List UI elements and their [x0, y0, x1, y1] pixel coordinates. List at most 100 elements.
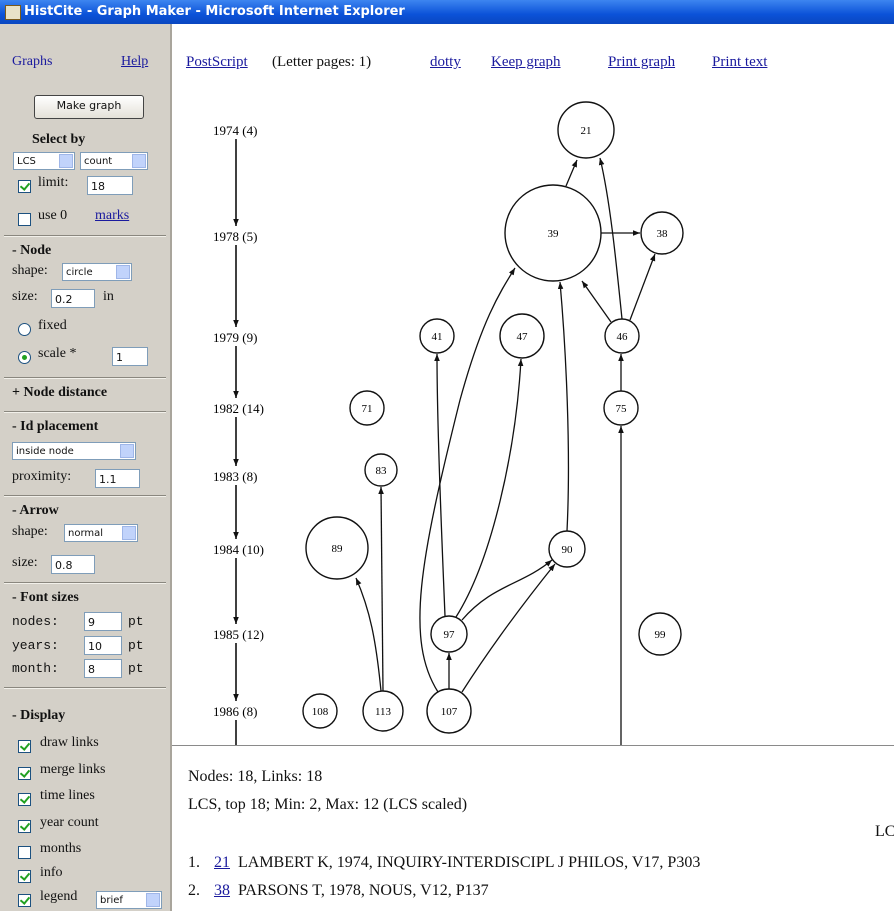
font-sizes-title[interactable]: - Font sizes: [12, 590, 79, 605]
display-checkbox[interactable]: [18, 740, 31, 753]
link: [355, 577, 382, 692]
graph-node: [426, 688, 472, 734]
toolbar-text: (Letter pages: 1): [272, 54, 372, 70]
sidebar: Graphs Help Make graph Select by LCS cou…: [0, 24, 172, 911]
link: [598, 157, 623, 320]
arrow-size-label: size:: [12, 555, 38, 570]
graph-node: [604, 318, 640, 354]
font-size-label: years:: [12, 638, 59, 653]
link: [461, 559, 553, 621]
year-label-bg: [210, 467, 280, 485]
marks-link[interactable]: marks: [95, 208, 130, 223]
arrow-title[interactable]: - Arrow: [12, 503, 59, 518]
display-label: months: [40, 841, 82, 856]
info-panel: Nodes: 18, Links: 18 LCS, top 18; Min: 2…: [172, 745, 894, 911]
shape-label: shape:: [12, 263, 48, 278]
display-label: draw links: [40, 735, 99, 750]
display-label: time lines: [40, 788, 95, 803]
year-label: 1983 (8): [213, 469, 257, 484]
graph-node: [640, 211, 684, 255]
link: [434, 353, 446, 617]
record-id-link[interactable]: 21: [214, 854, 230, 871]
link: [378, 486, 384, 692]
display-title[interactable]: - Display: [12, 708, 66, 723]
graph-node: [419, 318, 455, 354]
record-text: LAMBERT K, 1974, INQUIRY-INTERDISCIPL J …: [238, 854, 701, 871]
make-graph-button[interactable]: Make graph: [34, 95, 144, 119]
limit-checkbox[interactable]: [18, 180, 31, 193]
graph-node: [499, 313, 545, 359]
display-label: legend: [40, 889, 78, 904]
font-size-input[interactable]: 9: [84, 612, 122, 631]
placement-select[interactable]: inside node: [12, 442, 136, 460]
graph-node: [305, 516, 369, 580]
id-placement-title[interactable]: - Id placement: [12, 419, 99, 434]
separator: [4, 687, 166, 689]
graph-node: [362, 690, 404, 732]
shape-select[interactable]: circle: [62, 263, 132, 281]
year-label-bg: [210, 540, 280, 558]
font-size-label: month:: [12, 661, 59, 676]
display-label: year count: [40, 815, 99, 830]
year-label-bg: [210, 227, 280, 245]
year-label-bg: [210, 121, 280, 139]
use-checkbox[interactable]: [18, 213, 31, 226]
info-summary: Nodes: 18, Links: 18: [188, 768, 323, 785]
node-label: 113: [375, 706, 392, 718]
link: [461, 563, 556, 693]
display-label: info: [40, 865, 63, 880]
graphs-tab[interactable]: Graphs: [12, 54, 53, 69]
display-checkbox[interactable]: [18, 767, 31, 780]
graph-node: [302, 693, 338, 729]
toolbar-link[interactable]: Keep graph: [491, 54, 561, 70]
year-label: 1985 (12): [213, 627, 264, 642]
limit-input[interactable]: 18: [87, 176, 133, 195]
mode-select[interactable]: count: [80, 152, 148, 170]
display-label: merge links: [40, 762, 106, 777]
graph-node: [364, 453, 398, 487]
size-unit: in: [103, 289, 114, 304]
node-label: 46: [617, 331, 629, 343]
info-criteria: LCS, top 18; Min: 2, Max: 12 (LCS scaled…: [188, 796, 468, 813]
toolbar-link[interactable]: Print text: [712, 54, 768, 70]
node-label: 97: [444, 629, 456, 641]
scale-input[interactable]: 1: [112, 347, 148, 366]
node-label: 39: [548, 228, 560, 240]
node-distance-title[interactable]: + Node distance: [12, 385, 108, 400]
fixed-radio[interactable]: [18, 323, 31, 336]
display-checkbox[interactable]: [18, 894, 31, 907]
separator: [4, 582, 166, 584]
display-checkbox[interactable]: [18, 793, 31, 806]
node-label: 47: [517, 331, 529, 343]
link: [455, 358, 524, 618]
legend-mode-select[interactable]: brief: [96, 891, 162, 909]
display-checkbox[interactable]: [18, 820, 31, 833]
toolbar-link[interactable]: dotty: [430, 54, 461, 70]
fixed-label: fixed: [38, 318, 67, 333]
display-checkbox[interactable]: [18, 870, 31, 883]
graph-node: [638, 612, 682, 656]
display-checkbox[interactable]: [18, 846, 31, 859]
year-label-bg: [210, 328, 280, 346]
field-select[interactable]: LCS: [13, 152, 75, 170]
help-link[interactable]: Help: [121, 54, 149, 69]
font-size-input[interactable]: 10: [84, 636, 122, 655]
arrow-size-input[interactable]: 0.8: [51, 555, 95, 574]
node-title[interactable]: - Node: [12, 243, 52, 258]
node-label: 71: [362, 403, 373, 415]
record-id-link[interactable]: 38: [214, 882, 230, 899]
proximity-input[interactable]: 1.1: [95, 469, 140, 488]
toolbar-link[interactable]: Print graph: [608, 54, 676, 70]
citation-links: [355, 157, 656, 745]
year-label: 1974 (4): [213, 123, 257, 138]
scale-radio[interactable]: [18, 351, 31, 364]
link: [565, 159, 578, 187]
size-input[interactable]: 0.2: [51, 289, 95, 308]
node-label: 75: [616, 403, 628, 415]
toolbar-link[interactable]: PostScript: [186, 54, 248, 70]
arrow-shape-select[interactable]: normal: [64, 524, 138, 542]
limit-label: limit:: [38, 175, 69, 190]
link: [419, 267, 516, 693]
font-size-input[interactable]: 8: [84, 659, 122, 678]
